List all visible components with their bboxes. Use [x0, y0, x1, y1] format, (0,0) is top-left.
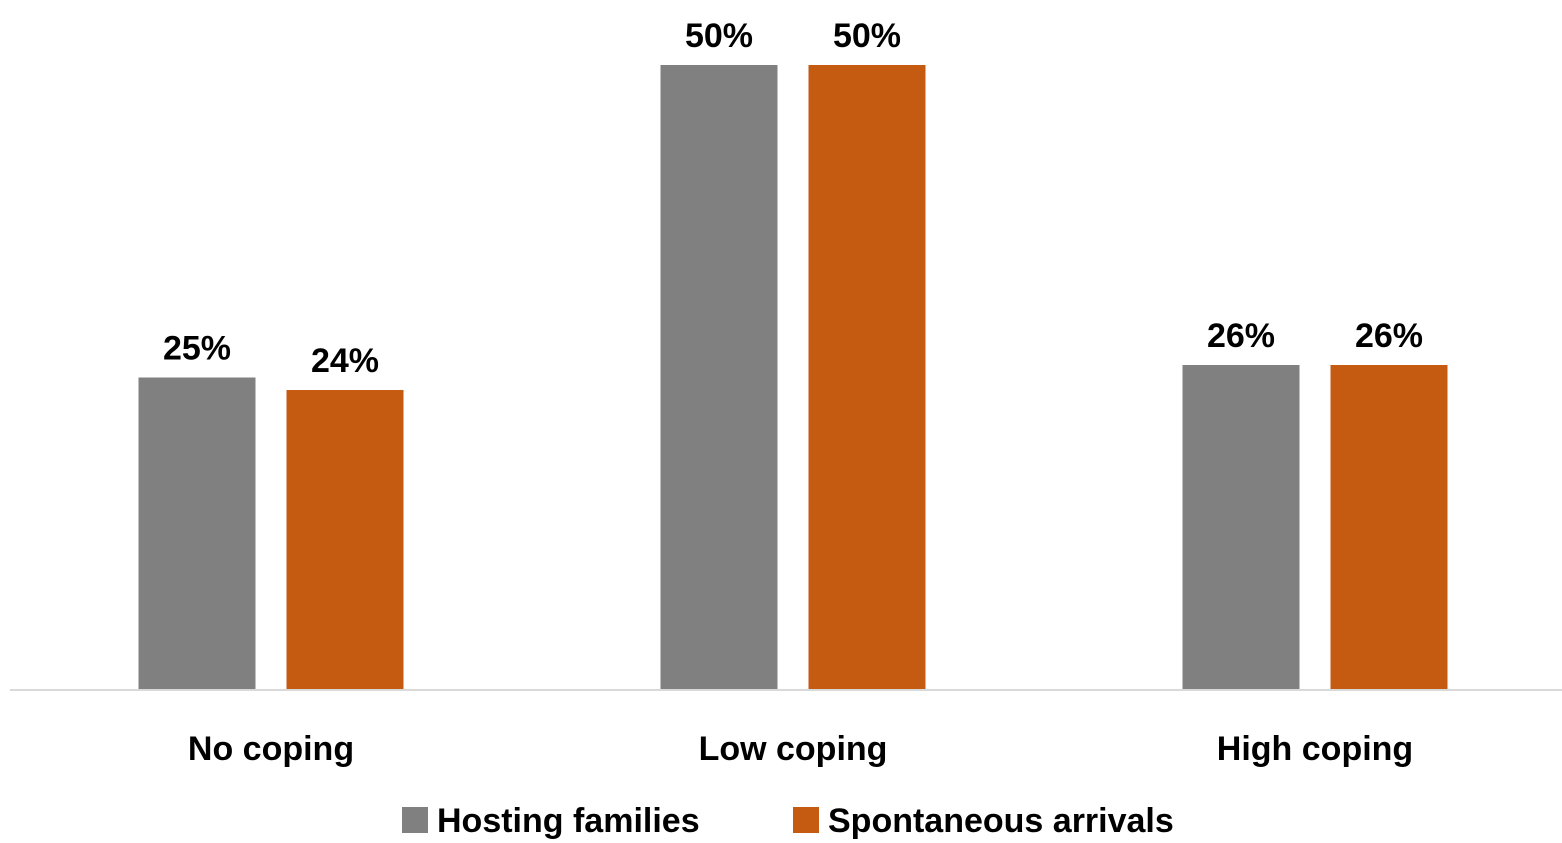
data-label-spontaneous-arrivals-1: 50% — [833, 17, 901, 55]
data-label-hosting-families-1: 50% — [685, 17, 753, 55]
bar-spontaneous-arrivals-1 — [808, 65, 926, 690]
bars-layer — [138, 65, 1448, 690]
data-label-hosting-families-2: 26% — [1207, 317, 1275, 355]
legend: Hosting families Spontaneous arrivals — [402, 802, 1174, 840]
data-labels-layer: 25% 50% 26% 24% 50% 26% — [163, 17, 1423, 380]
bar-spontaneous-arrivals-2 — [1330, 365, 1448, 690]
data-label-spontaneous-arrivals-0: 24% — [311, 342, 379, 380]
bar-spontaneous-arrivals-0 — [286, 390, 404, 690]
data-label-hosting-families-0: 25% — [163, 330, 231, 368]
legend-label-spontaneous-arrivals: Spontaneous arrivals — [828, 802, 1174, 840]
legend-label-hosting-families: Hosting families — [437, 802, 700, 840]
category-label-0: No coping — [188, 730, 354, 768]
data-label-spontaneous-arrivals-2: 26% — [1355, 317, 1423, 355]
bar-hosting-families-0 — [138, 377, 256, 690]
legend-swatch-hosting-families — [402, 807, 428, 833]
bar-hosting-families-1 — [660, 65, 778, 690]
legend-swatch-spontaneous-arrivals — [793, 807, 819, 833]
bar-hosting-families-2 — [1182, 365, 1300, 690]
category-label-1: Low coping — [699, 730, 888, 768]
category-labels-layer: No coping Low coping High coping — [188, 730, 1413, 768]
category-label-2: High coping — [1217, 730, 1413, 768]
